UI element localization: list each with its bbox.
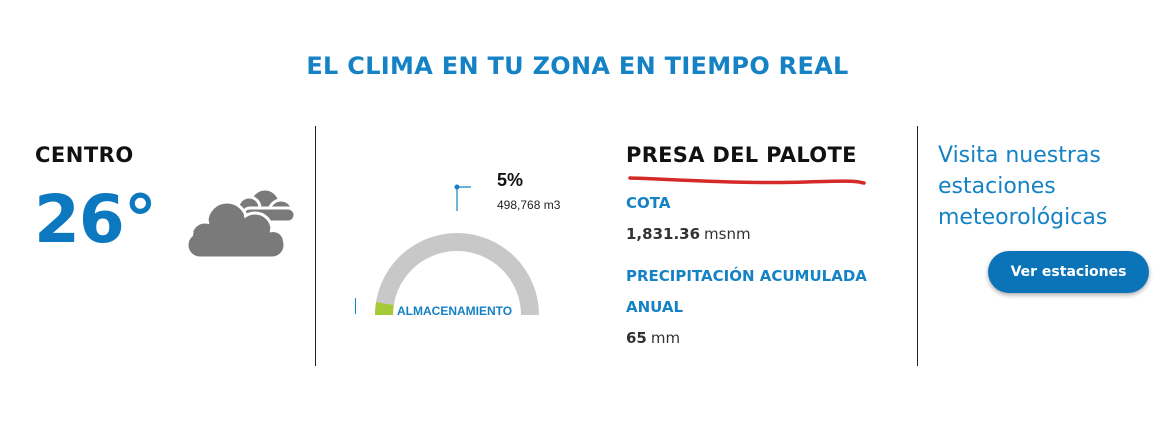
storage-gauge xyxy=(355,184,539,315)
gauge-track xyxy=(375,233,539,315)
gauge-marker xyxy=(355,298,356,314)
section-divider xyxy=(315,126,316,366)
precipitation-value: 65 mm xyxy=(626,329,680,347)
gauge-fill xyxy=(375,302,394,315)
cota-label: COTA xyxy=(626,194,671,212)
title-underline xyxy=(628,176,866,185)
city-name: CENTRO xyxy=(35,143,134,167)
dam-title: PRESA DEL PALOTE xyxy=(626,143,857,167)
storage-volume: 498,768 m3 xyxy=(497,198,561,212)
view-stations-button[interactable]: Ver estaciones xyxy=(988,251,1149,293)
precipitation-number: 65 xyxy=(626,329,647,347)
storage-label: ALMACENAMIENTO xyxy=(397,304,513,318)
page-title: EL CLIMA EN TU ZONA EN TIEMPO REAL xyxy=(306,52,849,80)
stations-text: Visita nuestras estaciones meteorológica… xyxy=(938,143,1108,230)
temperature-value: 26° xyxy=(34,181,157,258)
cota-unit: msnm xyxy=(704,225,751,243)
precipitation-label-2: ANUAL xyxy=(626,298,684,316)
cota-number: 1,831.36 xyxy=(626,225,701,243)
section-divider-2 xyxy=(917,126,918,366)
precipitation-unit: mm xyxy=(650,329,681,347)
cota-value: 1,831.36 msnm xyxy=(626,225,751,243)
storage-percent: 5% xyxy=(497,170,524,190)
gauge-pointer xyxy=(456,186,471,211)
precipitation-label: PRECIPITACIÓN ACUMULADA xyxy=(626,267,867,285)
cloudy-icon xyxy=(185,187,297,260)
gauge-pointer-dot xyxy=(454,184,460,190)
